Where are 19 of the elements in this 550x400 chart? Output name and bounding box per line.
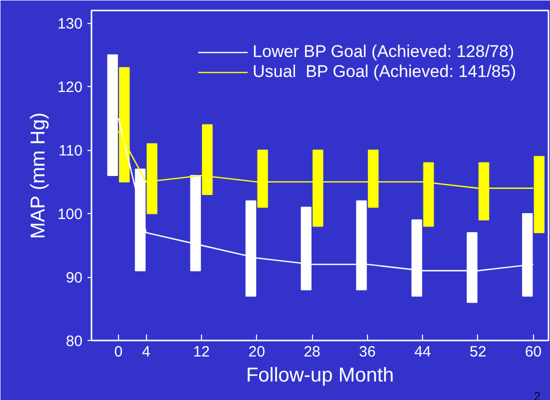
legend-label: Lower BP Goal (Achieved: 128/78) xyxy=(252,42,514,62)
x-tick-label: 12 xyxy=(193,344,210,360)
x-tick-label: 4 xyxy=(142,344,150,360)
y-tick-label: 100 xyxy=(57,206,83,224)
x-tick-label: 20 xyxy=(248,344,266,360)
y-tick-label: 80 xyxy=(66,333,83,350)
x-tick-label: 60 xyxy=(524,344,542,360)
y-tick-label: 120 xyxy=(57,79,83,96)
x-tick-label: 36 xyxy=(359,344,376,360)
y-tick-label: 90 xyxy=(66,270,83,287)
x-tick-label: 28 xyxy=(304,344,320,360)
x-tick-label: 52 xyxy=(470,344,486,360)
x-tick-label: 44 xyxy=(414,344,432,360)
y-tick-label: 130 xyxy=(57,16,83,33)
x-axis-title: Follow-up Month xyxy=(246,364,394,386)
y-axis-title: MAP (mm Hg) xyxy=(27,112,50,239)
x-tick-label: 0 xyxy=(114,344,123,360)
legend-label: Usual BP Goal (Achieved: 141/85) xyxy=(252,62,516,82)
y-tick-label: 110 xyxy=(58,142,83,160)
